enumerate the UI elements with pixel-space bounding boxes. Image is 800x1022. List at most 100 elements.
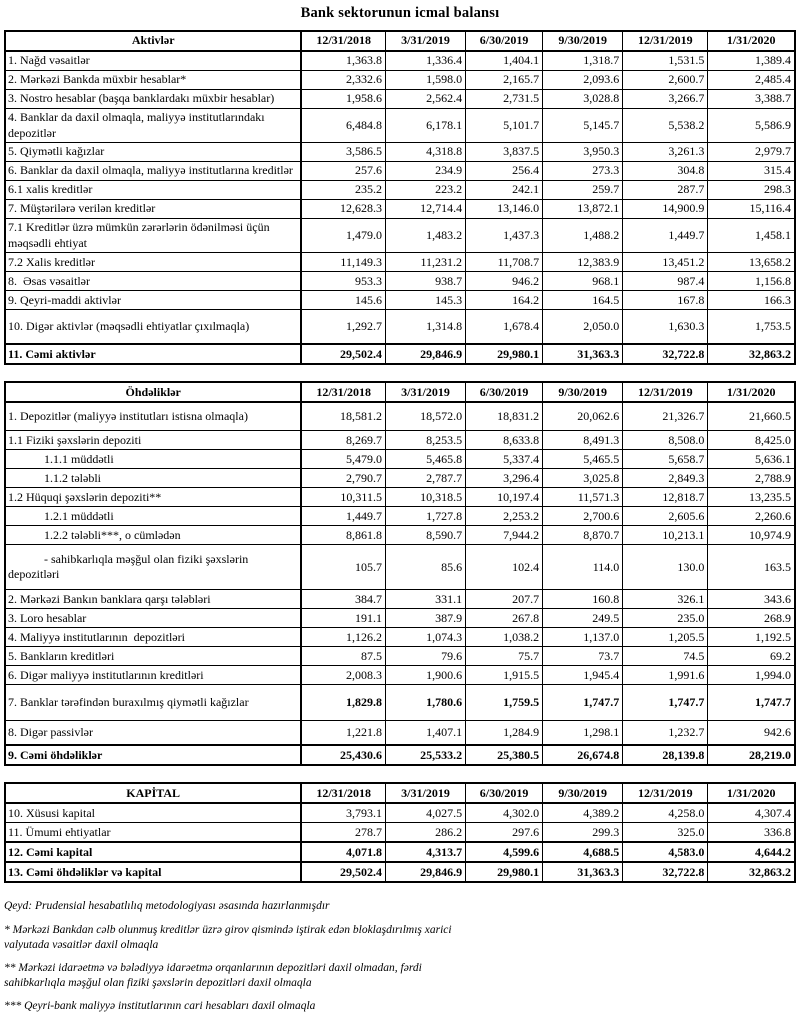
footnote-asterisk-2: ** Mərkəzi idarəetmə və bələdiyyə idarəe… (4, 961, 422, 990)
cell-value: 4,318.8 (384, 142, 467, 163)
liabilities-table: Öhdəliklər 12/31/2018 3/31/2019 6/30/2019 9… (4, 381, 796, 767)
table-row: 8. Əsas vəsaitlər 953.3 938.7 946.2 968.1 987… (4, 271, 796, 292)
cell-value: 29,846.9 (384, 861, 467, 883)
cell-value: 304.8 (622, 161, 709, 182)
column-header-date: 6/30/2019 (465, 381, 544, 403)
cell-value: 10,197.4 (465, 487, 544, 508)
cell-value: 167.8 (622, 290, 709, 311)
cell-value: 387.9 (384, 608, 467, 629)
cell-value: 1,994.0 (707, 665, 796, 686)
cell-value: 234.9 (384, 161, 467, 182)
cell-value: 5,101.7 (465, 107, 544, 144)
cell-value: 5,586.9 (707, 107, 796, 144)
cell-value: 1,958.6 (300, 89, 386, 109)
cell-value: 5,465.8 (384, 449, 467, 470)
cell-value: 8,633.8 (465, 430, 544, 451)
row-label: 9. Cəmi öhdəliklər (4, 744, 303, 766)
row-label: 1.1.2 tələbli (4, 468, 303, 489)
cell-value: 256.4 (465, 161, 544, 182)
cell-value: 331.1 (384, 589, 467, 610)
cell-value: 191.1 (300, 608, 386, 629)
table-row: 5. Bankların kreditləri 87.5 79.6 75.7 73.7 7… (4, 646, 796, 667)
column-header-date: 3/31/2019 (384, 30, 467, 52)
cell-value: 3,793.1 (300, 802, 386, 824)
cell-value: 235.0 (622, 608, 709, 629)
row-label: 13. Cəmi öhdəliklər və kapital (4, 861, 303, 883)
cell-value: 8,253.5 (384, 430, 467, 451)
cell-value: 2,050.0 (542, 309, 624, 345)
row-label: 7.2 Xalis kreditlər (4, 252, 303, 273)
cell-value: 273.3 (542, 161, 624, 182)
table-row: 4. Maliyyə institutlarının depozitləri 1,… (4, 627, 796, 648)
table-row: 11. Cəmi aktivlər 29,502.4 29,846.9 29,980.… (4, 343, 796, 365)
cell-value: 1,727.8 (384, 506, 467, 527)
column-header-date: 3/31/2019 (384, 782, 467, 804)
cell-value: 5,465.5 (542, 449, 624, 470)
cell-value: 11,708.7 (465, 252, 544, 273)
row-label: 3. Nostro hesablar (başqa banklardakı mü… (4, 89, 303, 109)
cell-value: 166.3 (707, 290, 796, 311)
row-label: 2. Mərkəzi Bankda müxbir hesablar* (4, 70, 303, 90)
cell-value: 145.6 (300, 290, 386, 311)
table-row: 10. Xüsusi kapital 3,793.1 4,027.5 4,302.0 4… (4, 802, 796, 824)
cell-value: 1,336.4 (384, 50, 467, 71)
cell-value: 31,363.3 (542, 343, 624, 365)
row-label: 11. Ümumi ehtiyatlar (4, 822, 303, 843)
column-header-date: 1/31/2020 (707, 30, 796, 52)
assets-header-row: Aktivlər 12/31/2018 3/31/2019 6/30/2019 9/3… (4, 30, 796, 52)
cell-value: 18,581.2 (300, 401, 386, 432)
row-label: 1. Nağd vəsaitlər (4, 50, 303, 71)
cell-value: 1,126.2 (300, 627, 386, 648)
cell-value: 73.7 (542, 646, 624, 667)
cell-value: 2,253.2 (465, 506, 544, 527)
column-header-date: 9/30/2019 (542, 30, 624, 52)
cell-value: 29,846.9 (384, 343, 467, 365)
cell-value: 1,437.3 (465, 218, 544, 254)
cell-value: 28,219.0 (707, 744, 796, 766)
table-row: 1.2.2 tələbli***, o cümlədən 8,861.8 8,590… (4, 525, 796, 546)
cell-value: 2,849.3 (622, 468, 709, 489)
table-row: 4. Banklar da daxil olmaqla, maliyyə ins… (4, 107, 796, 144)
cell-value: 4,071.8 (300, 841, 386, 863)
cell-value: 2,093.6 (542, 70, 624, 90)
table-row: 3. Nostro hesablar (başqa banklardakı mü… (4, 89, 796, 109)
column-header-date: 1/31/2020 (707, 782, 796, 804)
table-row: 3. Loro hesablar 191.1 387.9 267.8 249.5 235.… (4, 608, 796, 629)
column-header-date: 12/31/2019 (622, 381, 709, 403)
cell-value: 102.4 (465, 544, 544, 591)
cell-value: 32,722.8 (622, 861, 709, 883)
assets-section-header: Aktivlər (4, 30, 303, 52)
table-row: 7.1 Kreditlər üzrə mümkün zərərlərin ödə… (4, 218, 796, 254)
cell-value: 29,980.1 (465, 343, 544, 365)
table-row: 6. Digər maliyyə institutlarının kreditl… (4, 665, 796, 686)
cell-value: 1,678.4 (465, 309, 544, 345)
row-label: 5. Bankların kreditləri (4, 646, 303, 667)
cell-value: 3,586.5 (300, 142, 386, 163)
row-label: 4. Banklar da daxil olmaqla, maliyyə ins… (4, 107, 303, 144)
cell-value: 164.5 (542, 290, 624, 311)
cell-value: 298.3 (707, 180, 796, 201)
cell-value: 1,284.9 (465, 720, 544, 746)
cell-value: 1,318.7 (542, 50, 624, 71)
row-label: 1.1.1 müddətli (4, 449, 303, 470)
cell-value: 1,137.0 (542, 627, 624, 648)
cell-value: 10,311.5 (300, 487, 386, 508)
cell-value: 3,028.8 (542, 89, 624, 109)
capital-table: KAPİTAL 12/31/2018 3/31/2019 6/30/2019 9/30… (4, 782, 796, 884)
column-header-date: 6/30/2019 (465, 782, 544, 804)
cell-value: 10,318.5 (384, 487, 467, 508)
cell-value: 2,731.5 (465, 89, 544, 109)
cell-value: 267.8 (465, 608, 544, 629)
cell-value: 1,479.0 (300, 218, 386, 254)
column-header-date: 12/31/2018 (300, 782, 386, 804)
cell-value: 987.4 (622, 271, 709, 292)
table-row: 1.2 Hüquqi şəxslərin depoziti** 10,311.5 1… (4, 487, 796, 508)
cell-value: 6,484.8 (300, 107, 386, 144)
row-label: 1.2.1 müddətli (4, 506, 303, 527)
table-row: 1. Depozitlər (maliyyə institutları isti… (4, 401, 796, 432)
cell-value: 79.6 (384, 646, 467, 667)
cell-value: 10,213.1 (622, 525, 709, 546)
cell-value: 1,780.6 (384, 684, 467, 722)
cell-value: 4,302.0 (465, 802, 544, 824)
row-label: 11. Cəmi aktivlər (4, 343, 303, 365)
